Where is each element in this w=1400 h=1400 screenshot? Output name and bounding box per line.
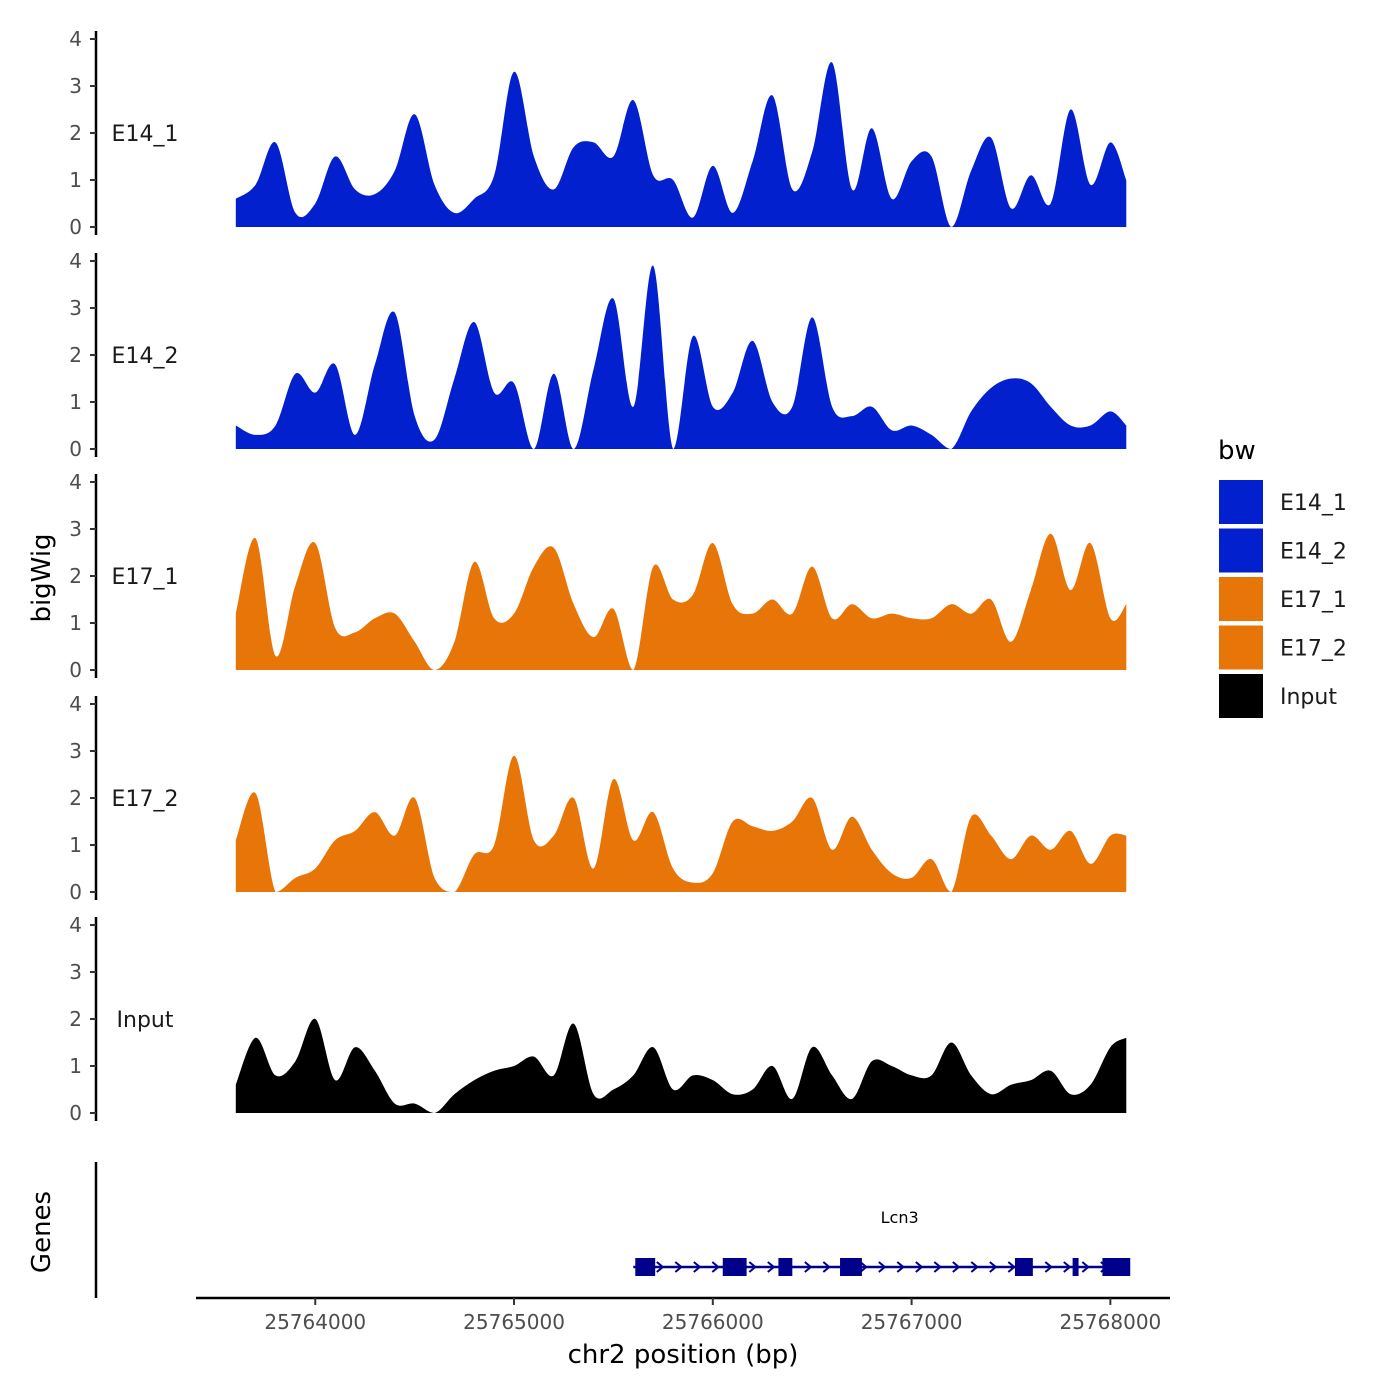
y-tick-label: 3 — [69, 517, 82, 541]
track-E14_2: 0 1 2 3 4 E14_2 — [69, 249, 1127, 461]
legend-key-E17_2 — [1219, 625, 1263, 670]
x-axis-title: chr2 position (bp) — [568, 1340, 799, 1370]
coverage-area-E14_2 — [235, 265, 1127, 449]
track-label: E14_2 — [112, 344, 179, 369]
legend-key-Input — [1219, 674, 1263, 718]
strand-arrow — [656, 1261, 665, 1273]
x-tick-label: 25764000 — [264, 1310, 366, 1334]
genes-panel-title: Genes — [27, 1191, 57, 1273]
y-tick-label: 0 — [69, 437, 82, 461]
coverage-area-E14_1 — [235, 62, 1127, 227]
track-label: E14_1 — [112, 122, 179, 147]
track-E17_1: 0 1 2 3 4 E17_1 — [69, 470, 1127, 682]
y-tick-label: 1 — [69, 1054, 82, 1078]
strand-arrow — [915, 1261, 924, 1273]
exon-block — [1014, 1258, 1033, 1276]
y-tick-label: 2 — [69, 564, 82, 588]
y-tick-label: 3 — [69, 296, 82, 320]
strand-arrow — [878, 1261, 887, 1273]
exon-block — [635, 1258, 656, 1276]
legend-label: E17_2 — [1280, 637, 1347, 662]
exon-block — [840, 1258, 862, 1276]
track-label: E17_2 — [112, 787, 179, 812]
strand-arrow — [896, 1261, 905, 1273]
y-tick-label: 0 — [69, 880, 82, 904]
x-tick-label: 25767000 — [861, 1310, 963, 1334]
y-tick-label: 4 — [69, 692, 82, 716]
y-tick-label: 3 — [69, 74, 82, 98]
x-tick-label: 25766000 — [662, 1310, 764, 1334]
y-tick-label: 1 — [69, 611, 82, 635]
strand-arrow — [748, 1261, 757, 1273]
strand-arrow — [767, 1261, 776, 1273]
strand-arrow — [859, 1261, 868, 1273]
strand-arrow — [804, 1261, 813, 1273]
y-tick-label: 3 — [69, 960, 82, 984]
y-tick-label: 1 — [69, 168, 82, 192]
legend: bw E14_1 E14_2 E17_1 E17_2 Input — [1218, 436, 1347, 718]
strand-arrow — [989, 1261, 998, 1273]
y-tick-label: 0 — [69, 215, 82, 239]
coverage-area-E17_2 — [235, 755, 1127, 892]
strand-arrow — [933, 1261, 942, 1273]
gene-name-label: Lcn3 — [881, 1208, 919, 1227]
legend-label: E17_1 — [1280, 588, 1347, 613]
y-tick-label: 2 — [69, 786, 82, 810]
legend-label: E14_2 — [1280, 540, 1347, 565]
y-tick-label: 3 — [69, 739, 82, 763]
exon-block — [778, 1258, 793, 1276]
track-panels: 0 1 2 3 4 E14_1 0 1 2 3 4 E14_2 0 1 2 3 4 E17_1 0 1 2 3 4 E17_2… — [69, 27, 1127, 1125]
strand-arrow — [1081, 1261, 1090, 1273]
strand-arrow — [1044, 1261, 1053, 1273]
track-Input: 0 1 2 3 4 Input — [69, 913, 1127, 1125]
exon-block — [722, 1258, 747, 1276]
track-E17_2: 0 1 2 3 4 E17_2 — [69, 692, 1127, 904]
legend-title: bw — [1218, 436, 1256, 466]
y-axis-title: bigWig — [27, 533, 57, 622]
y-tick-label: 0 — [69, 658, 82, 682]
y-tick-label: 1 — [69, 390, 82, 414]
strand-arrow — [674, 1261, 683, 1273]
exon-block — [1102, 1258, 1131, 1276]
y-tick-label: 2 — [69, 1007, 82, 1031]
strand-arrow — [952, 1261, 961, 1273]
y-tick-label: 4 — [69, 27, 82, 51]
strand-arrow — [1063, 1261, 1072, 1273]
x-tick-label: 25768000 — [1059, 1310, 1161, 1334]
y-tick-label: 4 — [69, 913, 82, 937]
gene-model — [633, 1258, 1131, 1276]
strand-arrow — [970, 1261, 979, 1273]
coverage-area-E17_1 — [235, 533, 1127, 670]
strand-arrow — [822, 1261, 831, 1273]
legend-label: Input — [1280, 685, 1337, 710]
track-E14_1: 0 1 2 3 4 E14_1 — [69, 27, 1127, 239]
track-label: Input — [117, 1008, 174, 1033]
strand-arrow — [1007, 1261, 1016, 1273]
legend-key-E14_2 — [1219, 528, 1263, 573]
gene-panel: Lcn3 — [94, 1162, 1131, 1298]
y-tick-label: 2 — [69, 343, 82, 367]
track-label: E17_1 — [112, 565, 179, 590]
y-tick-label: 4 — [69, 470, 82, 494]
strand-arrow — [711, 1261, 720, 1273]
legend-key-E14_1 — [1219, 480, 1263, 524]
coverage-area-Input — [235, 1018, 1127, 1113]
strand-arrow — [693, 1261, 702, 1273]
y-tick-label: 4 — [69, 249, 82, 273]
y-tick-label: 1 — [69, 833, 82, 857]
legend-key-E17_1 — [1219, 577, 1263, 621]
x-axis: 25764000 25765000 25766000 25767000 25768000 — [196, 1296, 1170, 1334]
exon-block — [1072, 1258, 1079, 1276]
x-tick-label: 25765000 — [463, 1310, 565, 1334]
y-tick-label: 2 — [69, 121, 82, 145]
legend-label: E14_1 — [1280, 491, 1347, 516]
y-tick-label: 0 — [69, 1101, 82, 1125]
